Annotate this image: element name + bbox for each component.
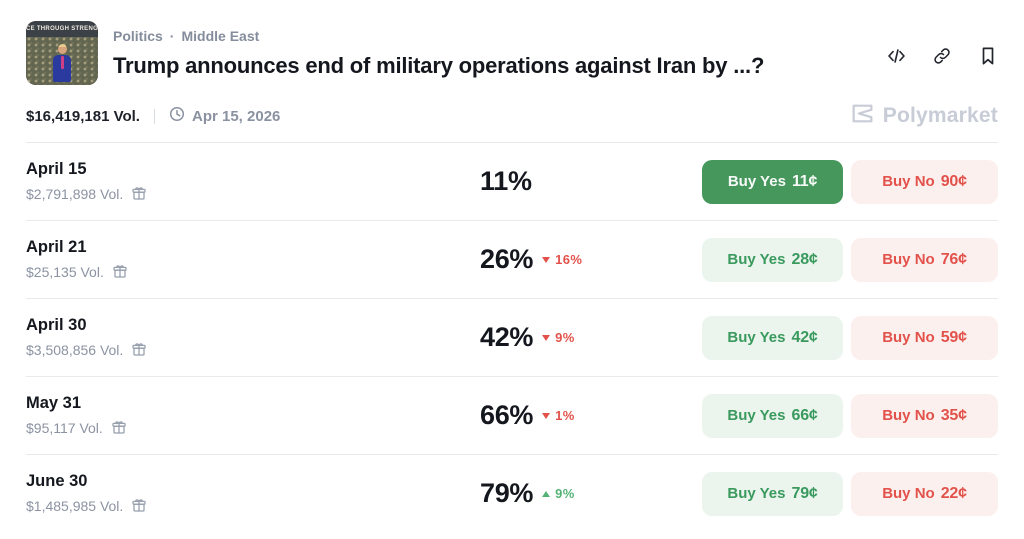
outcome-row-april-30: April 30 $3,508,856 Vol. 42% 9% <box>26 298 998 376</box>
outcome-date: April 30 <box>26 315 87 334</box>
outcome-volume: $3,508,856 Vol. <box>26 342 124 358</box>
change-value: 9% <box>555 486 575 501</box>
buy-yes-button[interactable]: Buy Yes 28¢ <box>702 237 843 282</box>
link-icon <box>932 46 952 66</box>
outcome-percent: 26% <box>480 244 534 274</box>
buy-yes-button[interactable]: Buy Yes 66¢ <box>702 393 843 438</box>
outcome-percent: 42% <box>480 322 534 352</box>
change-indicator: 9% <box>542 330 575 345</box>
gift-icon[interactable] <box>131 341 147 360</box>
change-arrow-icon <box>542 490 551 497</box>
buy-yes-button[interactable]: Buy Yes 11¢ <box>702 159 843 204</box>
outcome-row-april-15: April 15 $2,791,898 Vol. 11% <box>26 142 998 220</box>
buy-no-button[interactable]: Buy No 22¢ <box>851 471 998 516</box>
resolution-date-text: Apr 15, 2026 <box>191 107 281 125</box>
buy-no-button[interactable]: Buy No 90¢ <box>851 159 998 204</box>
change-value: 9% <box>555 330 575 345</box>
outcome-volume: $25,135 Vol. <box>26 264 104 280</box>
buy-no-button[interactable]: Buy No 35¢ <box>851 393 998 438</box>
change-value: 1% <box>555 408 575 423</box>
breadcrumb: Politics · Middle East <box>113 28 886 44</box>
change-indicator: 1% <box>542 408 575 423</box>
outcome-volume: $1,485,985 Vol. <box>26 498 124 514</box>
breadcrumb-separator: · <box>169 28 175 44</box>
change-indicator: 9% <box>542 486 575 501</box>
breadcrumb-subcategory[interactable]: Middle East <box>181 28 260 44</box>
clock-icon <box>169 106 185 126</box>
outcome-row-april-21: April 21 $25,135 Vol. 26% 16% <box>26 220 998 298</box>
header-actions <box>886 46 998 85</box>
copy-link-button[interactable] <box>932 46 952 66</box>
gift-icon[interactable] <box>131 185 147 204</box>
outcome-date: May 31 <box>26 393 82 412</box>
header-text: Politics · Middle East Trump announces e… <box>113 21 886 85</box>
polymarket-logo-icon <box>850 101 875 132</box>
gift-icon[interactable] <box>131 497 147 516</box>
outcome-volume: $95,117 Vol. <box>26 420 103 436</box>
polymarket-watermark: Polymarket <box>850 101 998 132</box>
embed-code-button[interactable] <box>886 46 906 66</box>
buy-no-button[interactable]: Buy No 76¢ <box>851 237 998 282</box>
gift-icon[interactable] <box>111 419 127 438</box>
bookmark-button[interactable] <box>978 46 998 66</box>
outcome-row-june-30: June 30 $1,485,985 Vol. 79% 9% <box>26 454 998 532</box>
outcomes-list: April 15 $2,791,898 Vol. 11% <box>26 142 998 532</box>
polymarket-wordmark: Polymarket <box>882 104 998 127</box>
market-thumbnail[interactable]: CE THROUGH STRENG <box>26 21 98 85</box>
thumbnail-banner-text: CE THROUGH STRENG <box>26 21 98 37</box>
total-volume: $16,419,181 Vol. <box>26 107 140 125</box>
outcome-percent: 11% <box>480 166 532 196</box>
buy-yes-button[interactable]: Buy Yes 42¢ <box>702 315 843 360</box>
page-title: Trump announces end of military operatio… <box>113 53 765 78</box>
change-arrow-icon <box>542 334 551 341</box>
stats-bar: $16,419,181 Vol. Apr 15, 2026 Polymarket <box>26 103 998 129</box>
outcome-date: April 15 <box>26 159 87 178</box>
code-icon <box>886 46 907 66</box>
outcome-percent: 66% <box>480 400 534 430</box>
buy-no-button[interactable]: Buy No 59¢ <box>851 315 998 360</box>
bookmark-icon <box>979 46 997 66</box>
gift-icon[interactable] <box>112 263 128 282</box>
outcome-date: April 21 <box>26 237 87 256</box>
resolution-date: Apr 15, 2026 <box>169 106 280 126</box>
change-indicator: 16% <box>542 252 582 267</box>
market-header: CE THROUGH STRENG Politics · Middle East… <box>26 0 998 85</box>
stats-divider <box>153 108 155 124</box>
buy-yes-button[interactable]: Buy Yes 79¢ <box>702 471 843 516</box>
outcome-percent: 79% <box>480 478 534 508</box>
change-arrow-icon <box>542 256 551 263</box>
outcome-volume: $2,791,898 Vol. <box>26 186 124 202</box>
change-value: 16% <box>555 252 583 267</box>
outcome-date: June 30 <box>26 471 88 490</box>
outcome-row-may-31: May 31 $95,117 Vol. 66% 1% <box>26 376 998 454</box>
thumbnail-figure-art <box>26 44 98 82</box>
breadcrumb-category[interactable]: Politics <box>113 28 163 44</box>
change-arrow-icon <box>542 412 551 419</box>
